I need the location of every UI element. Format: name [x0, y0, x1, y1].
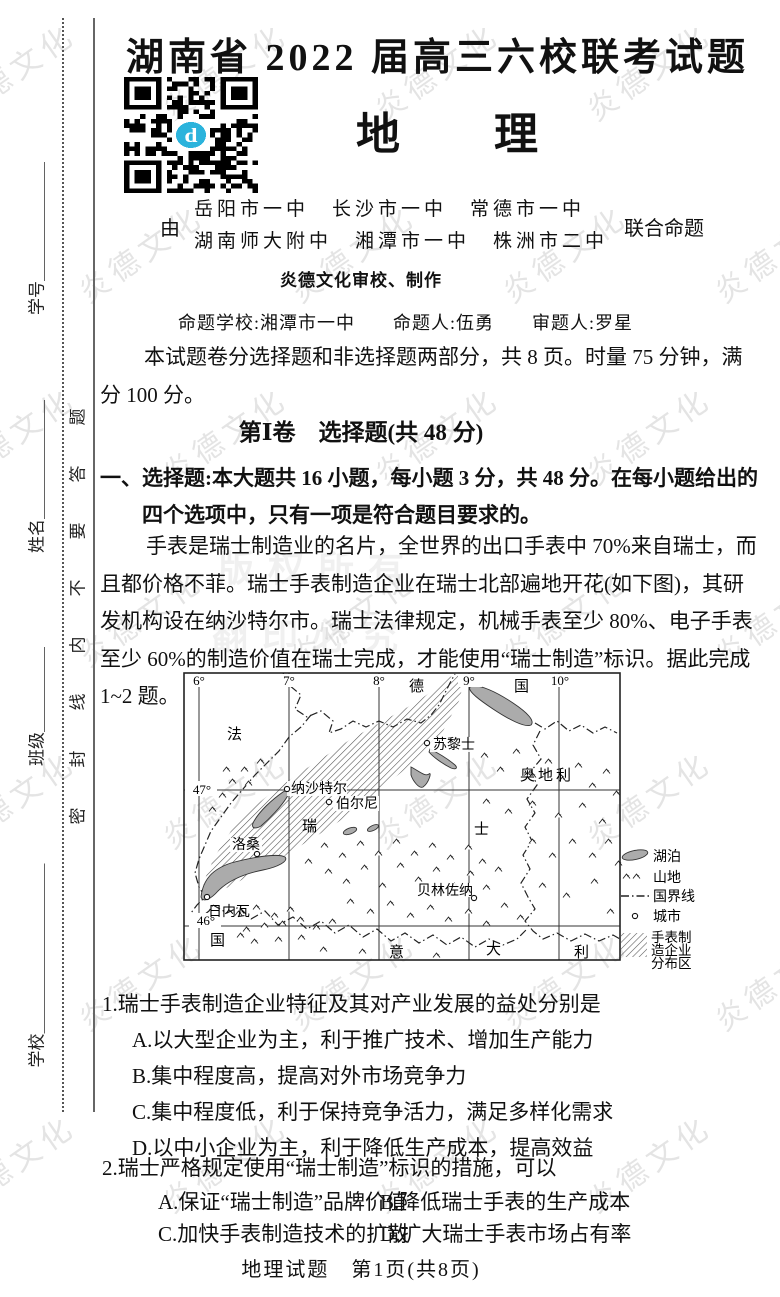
- subject-title: 地理: [356, 110, 632, 159]
- country-labels: 德 国 法 国 奥地利 瑞 士 意 大 利: [210, 677, 589, 961]
- city-label-neuchatel: 纳沙特尔: [291, 781, 347, 797]
- svg-text:大: 大: [486, 941, 501, 958]
- seal-solid-line: [93, 18, 95, 1112]
- question-2-option-d: D.扩大瑞士手表市场占有率: [380, 1222, 632, 1246]
- graticule-labels: 6° 7° 8° 9° 10° 47° 46°: [185, 673, 575, 928]
- schools-row-2: 湖南师大附中 湘潭市一中 株洲市二中: [194, 231, 609, 252]
- svg-text:山地: 山地: [653, 870, 681, 886]
- city-label-bellinzona: 贝林佐纳: [417, 883, 473, 899]
- question-2-stem: 瑞士严格规定使用“瑞士制造”标识的措施，可以: [117, 1156, 557, 1180]
- school-block: 由 岳阳市一中 长沙市一中 常德市一中 湖南师大附中 湘潭市一中 株洲市二中 联…: [160, 194, 704, 258]
- svg-text:利: 利: [574, 944, 589, 961]
- city-label-lausanne: 洛桑: [232, 837, 260, 853]
- production-credit: 炎德文化审校、制作: [280, 271, 442, 290]
- exam-title: 湖南省 2022 届高三六校联考试题: [126, 37, 750, 79]
- city-label-geneva: 日内瓦: [208, 904, 250, 920]
- svg-text:城市: 城市: [653, 908, 681, 925]
- question-2: 2.瑞士严格规定使用“瑞士制造”标识的措施，可以: [102, 1152, 556, 1182]
- cities: 纳沙特尔 伯尔尼 苏黎士 洛桑 日内瓦 贝林佐纳: [203, 737, 478, 920]
- field-name: 姓名＿＿＿＿＿＿＿: [27, 400, 47, 553]
- svg-text:47°: 47°: [193, 782, 211, 797]
- page-footer: 地理试题 第1页(共8页): [241, 1259, 481, 1281]
- question-1-option-b: B.集中程度高，提高对外市场竞争力: [132, 1064, 467, 1088]
- city-label-zurich: 苏黎士: [433, 737, 475, 753]
- svg-text:德: 德: [409, 677, 424, 695]
- svg-text:瑞: 瑞: [302, 818, 317, 835]
- switzerland-map: 6° 7° 8° 9° 10° 47° 46° 德 国 法 国 奥地利 瑞 士 …: [183, 672, 695, 971]
- field-class: 班级＿＿＿＿＿: [27, 647, 47, 766]
- qr-logo-letter: d: [184, 123, 198, 146]
- question-1-number: 1.: [102, 992, 118, 1016]
- svg-text:46°: 46°: [197, 913, 215, 928]
- question-2-option-b: B.降低瑞士手表的生产成本: [380, 1190, 631, 1214]
- section-instruction: 一、选择题:本大题共 16 小题，每小题 3 分，共 48 分。在每小题给出的四…: [100, 466, 758, 527]
- svg-text:10°: 10°: [551, 673, 569, 688]
- question-2-option-a: A.保证“瑞士制造”品牌价值: [158, 1190, 408, 1214]
- svg-text:9°: 9°: [463, 673, 475, 688]
- question-passage: 手表是瑞士制造业的名片，全世界的出口手表中 70%来自瑞士，而且都价格不菲。瑞士…: [100, 534, 757, 708]
- field-student-number: 学号＿＿＿＿＿＿＿: [27, 162, 47, 315]
- question-1: 1.瑞士手表制造企业特征及其对产业发展的益处分别是: [102, 988, 601, 1018]
- svg-text:手表制: 手表制: [651, 930, 692, 945]
- national-borders: [190, 672, 621, 948]
- qr-code: d: [124, 77, 258, 193]
- svg-text:法: 法: [227, 726, 242, 743]
- map-legend: 湖泊 山地 国界线 城市 手表制 造企业 分布区: [621, 849, 695, 971]
- seal-dotted-line: [62, 18, 64, 1112]
- part-title: 第Ⅰ卷 选择题(共 48 分): [238, 420, 484, 445]
- svg-text:士: 士: [474, 821, 489, 838]
- svg-text:湖泊: 湖泊: [653, 849, 681, 865]
- question-2-option-c: C.加快手表制造技术的扩散: [158, 1222, 409, 1246]
- svg-text:奥地利: 奥地利: [520, 767, 574, 784]
- svg-text:意: 意: [389, 943, 404, 961]
- city-label-bern: 伯尔尼: [336, 796, 378, 812]
- qr-logo: d: [172, 119, 210, 151]
- by-prefix: 由: [160, 217, 180, 240]
- svg-text:6°: 6°: [193, 673, 205, 688]
- svg-text:8°: 8°: [373, 673, 385, 688]
- lakes: [200, 685, 533, 901]
- svg-text:国: 国: [210, 932, 225, 949]
- joint-setting-label: 联合命题: [624, 217, 705, 240]
- question-2-number: 2.: [102, 1156, 118, 1180]
- svg-text:造企业: 造企业: [651, 942, 692, 958]
- exam-info: 本试题卷分选择题和非选择题两部分，共 8 页。时量 75 分钟，满分 100 分…: [100, 345, 743, 407]
- question-1-stem: 瑞士手表制造企业特征及其对产业发展的益处分别是: [117, 992, 601, 1016]
- svg-text:7°: 7°: [283, 673, 295, 688]
- field-school: 学校＿＿＿＿＿＿＿＿＿＿: [27, 863, 47, 1068]
- schools-row-1: 岳阳市一中 长沙市一中 常德市一中: [194, 199, 586, 220]
- svg-text:国: 国: [514, 678, 529, 695]
- svg-text:国界线: 国界线: [653, 889, 695, 905]
- svg-text:分布区: 分布区: [651, 956, 692, 971]
- question-1-option-d: D.以中小企业为主，利于降低生产成本，提高效益: [132, 1136, 594, 1160]
- question-1-option-c: C.集中程度低，利于保持竞争活力，满足多样化需求: [132, 1100, 614, 1124]
- question-1-option-a: A.以大型企业为主，利于推广技术、增加生产能力: [132, 1028, 594, 1052]
- setter-line: 命题学校:湘潭市一中 命题人:伍勇 审题人:罗星: [178, 313, 634, 333]
